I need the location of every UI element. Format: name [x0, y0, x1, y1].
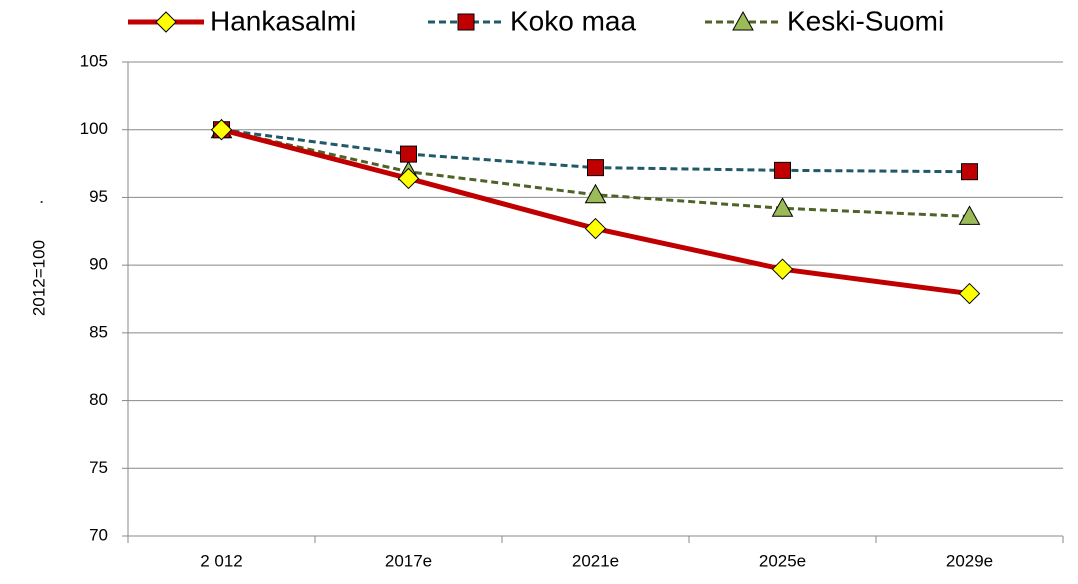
y-tick-label: 75 — [89, 458, 108, 477]
y-tick-label: 90 — [89, 255, 108, 274]
marker — [958, 205, 981, 225]
y-tick-label: 70 — [89, 525, 108, 544]
y-tick-label: 100 — [80, 119, 108, 138]
marker — [587, 159, 604, 177]
marker — [771, 258, 794, 280]
marker — [155, 11, 177, 33]
x-tick-label: 2025e — [759, 551, 806, 570]
x-tick-label: 2017e — [385, 551, 432, 570]
y-axis-label: 2012=100 — [29, 240, 48, 316]
marker — [584, 183, 607, 204]
marker — [584, 217, 607, 240]
legend-label: Hankasalmi — [210, 5, 356, 36]
marker — [400, 145, 417, 163]
marker — [397, 167, 420, 190]
y-tick-label: 80 — [89, 390, 108, 409]
marker — [774, 161, 791, 179]
x-tick-label: 2 012 — [200, 551, 243, 570]
y-tick-label: 105 — [80, 51, 108, 70]
marker — [732, 10, 754, 31]
marker — [771, 197, 794, 217]
x-tick-label: 2029e — [946, 551, 993, 570]
legend-label: Keski-Suomi — [787, 5, 944, 36]
annotation: . — [27, 200, 46, 205]
y-tick-label: 95 — [89, 187, 108, 206]
x-tick-label: 2021e — [572, 551, 619, 570]
y-tick-label: 85 — [89, 322, 108, 341]
marker — [961, 163, 978, 181]
marker — [958, 282, 981, 305]
marker — [457, 13, 475, 31]
marker — [210, 119, 233, 141]
legend-label: Koko maa — [510, 5, 636, 36]
